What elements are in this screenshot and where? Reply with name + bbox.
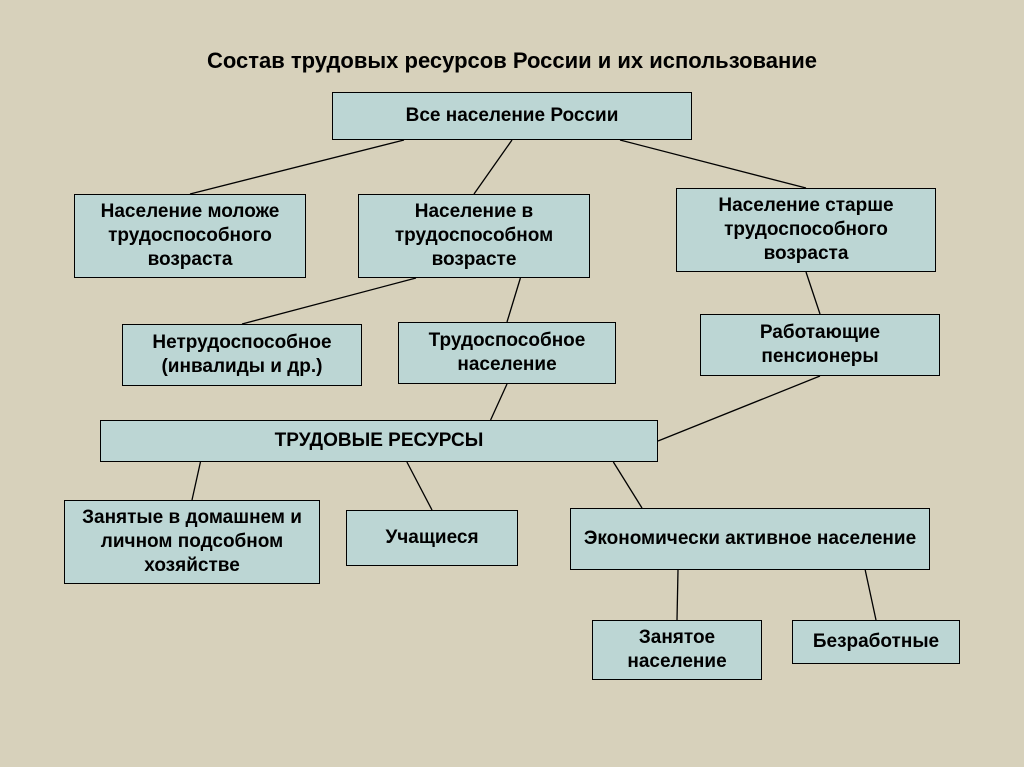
node-pensioners: Работающие пенсионеры xyxy=(700,314,940,376)
edge-root-older xyxy=(620,140,806,188)
edge-pensioners-labor xyxy=(658,376,820,441)
node-able: Трудоспособное население xyxy=(398,322,616,384)
node-older: Население старше трудоспособного возраст… xyxy=(676,188,936,272)
node-employed: Занятое население xyxy=(592,620,762,680)
edge-working_age-able xyxy=(507,278,520,322)
node-younger: Население моложе трудоспособного возраст… xyxy=(74,194,306,278)
node-disabled: Нетрудоспособное (инвалиды и др.) xyxy=(122,324,362,386)
edge-root-working_age xyxy=(474,140,512,194)
node-labor: ТРУДОВЫЕ РЕСУРСЫ xyxy=(100,420,658,462)
node-working_age: Население в трудоспособном возрасте xyxy=(358,194,590,278)
edge-labor-students xyxy=(407,462,432,510)
edge-labor-econ_active xyxy=(613,462,642,508)
edge-older-pensioners xyxy=(806,272,820,314)
node-root: Все население России xyxy=(332,92,692,140)
edge-econ_active-unemployed xyxy=(865,570,876,620)
diagram-canvas: Состав трудовых ресурсов России и их исп… xyxy=(0,0,1024,767)
edge-working_age-disabled xyxy=(242,278,416,324)
diagram-title: Состав трудовых ресурсов России и их исп… xyxy=(132,48,892,74)
edge-root-younger xyxy=(190,140,404,194)
node-students: Учащиеся xyxy=(346,510,518,566)
edge-labor-household xyxy=(192,462,200,500)
edge-able-labor xyxy=(491,384,507,420)
node-household: Занятые в домашнем и личном подсобном хо… xyxy=(64,500,320,584)
edge-econ_active-employed xyxy=(677,570,678,620)
node-unemployed: Безработные xyxy=(792,620,960,664)
node-econ_active: Экономически активное население xyxy=(570,508,930,570)
